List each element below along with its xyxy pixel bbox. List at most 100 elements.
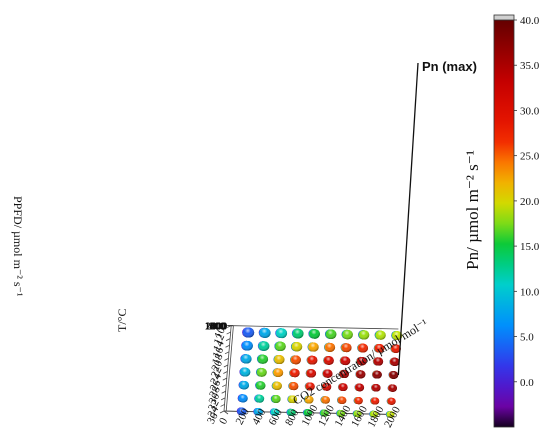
- y-tick-mark: [221, 390, 226, 394]
- data-point-shade: [306, 396, 314, 404]
- data-point-shade: [258, 368, 267, 377]
- y-tick-mark: [220, 397, 226, 401]
- y-tick-mark: [223, 371, 228, 374]
- z-tick-label: 800: [210, 321, 227, 333]
- z-tick-label: 100: [209, 321, 226, 333]
- y-tick-mark: [223, 364, 229, 368]
- colorbar-tick-label: 15.0: [520, 241, 540, 253]
- data-point-shade: [275, 355, 285, 365]
- colorbar-gradient: [493, 19, 515, 428]
- data-point-shade: [293, 342, 303, 352]
- data-point-shade: [341, 370, 349, 378]
- z-tick-label: 400: [209, 321, 226, 333]
- data-point-shade: [373, 384, 381, 392]
- data-point-shade: [343, 330, 353, 340]
- data-point-shade: [307, 369, 317, 378]
- data-point-shade: [393, 331, 403, 340]
- z-tick-label: 1600: [205, 321, 228, 333]
- colorbar-over-range: [493, 14, 515, 21]
- data-point-shade: [257, 381, 266, 390]
- x-tick-label: 2000: [382, 404, 403, 429]
- x-tick-label: 200: [234, 406, 253, 427]
- data-point-shade: [273, 381, 282, 390]
- data-point-shade: [308, 355, 318, 365]
- box-edge: [233, 325, 399, 330]
- z-tick-label: 2000: [205, 321, 228, 333]
- y-tick-mark: [220, 404, 225, 407]
- points-layer: [236, 327, 403, 418]
- data-point-shade: [276, 341, 286, 352]
- colorbar-tick-label: 40.0: [520, 15, 540, 27]
- y-tick-mark: [225, 338, 231, 342]
- x-tick-label: 400: [250, 406, 269, 427]
- data-point-shade: [388, 397, 396, 405]
- data-point-shade: [391, 357, 400, 366]
- data-point-shade: [309, 342, 319, 352]
- data-point-shade: [390, 371, 399, 379]
- data-point-shade: [325, 356, 334, 365]
- z-tick-label: 600: [210, 321, 227, 333]
- data-point-shade: [288, 408, 296, 417]
- data-point-shade: [244, 327, 255, 338]
- data-point-shade: [238, 407, 247, 416]
- data-point-shade: [322, 396, 330, 404]
- box-edge: [225, 325, 234, 412]
- data-point-shade: [305, 409, 313, 417]
- data-point-shade: [358, 357, 367, 366]
- data-point-shade: [290, 382, 299, 391]
- data-point-shade: [376, 330, 386, 340]
- data-point-shade: [326, 342, 336, 352]
- y-tick-mark: [222, 377, 227, 381]
- data-point-shade: [374, 370, 382, 379]
- data-point-shade: [321, 409, 329, 417]
- y-tick-mark: [222, 384, 227, 388]
- data-point-shade: [389, 384, 397, 392]
- data-point-shade: [239, 394, 248, 403]
- data-point-shade: [259, 354, 269, 364]
- colorbar-tick-label: 35.0: [520, 60, 540, 72]
- data-point-shade: [388, 411, 395, 418]
- data-point-shade: [256, 394, 265, 403]
- colorbar-title: Pn/ µmol m⁻² s⁻¹: [463, 150, 482, 270]
- y-tick-label: 12: [212, 332, 228, 347]
- data-point-shade: [260, 341, 270, 351]
- data-point-shade: [272, 395, 281, 403]
- data-point-shade: [240, 381, 250, 390]
- data-point-shade: [355, 397, 363, 405]
- data-point-shade: [289, 395, 298, 404]
- y-tick-mark: [224, 351, 230, 355]
- data-point-shade: [274, 368, 284, 377]
- data-point-shade: [327, 329, 337, 339]
- data-point-shade: [372, 397, 380, 405]
- colorbar-tick-label: 0.0: [520, 377, 534, 389]
- data-point-shade: [292, 355, 301, 365]
- data-point-shade: [354, 410, 362, 418]
- data-point-shade: [340, 383, 348, 391]
- y-tick-label: 32: [206, 398, 222, 413]
- y-tick-mark: [226, 331, 231, 335]
- data-point-shade: [341, 356, 351, 366]
- annotation-leader-line: [397, 62, 419, 376]
- y-tick-mark: [225, 344, 230, 348]
- data-point-shade: [375, 357, 384, 366]
- data-point-shade: [272, 408, 280, 416]
- data-point-shade: [323, 383, 332, 391]
- data-point-shade: [291, 368, 300, 378]
- colorbar-tick-label: 5.0: [520, 332, 534, 344]
- data-point-shade: [342, 343, 352, 353]
- y-tick-label: 22: [209, 365, 225, 380]
- colorbar-tick-label: 25.0: [520, 151, 540, 163]
- y-tick-mark: [219, 410, 225, 414]
- data-point-shade: [392, 344, 401, 353]
- data-point-shade: [260, 328, 271, 338]
- data-point-shade: [339, 396, 347, 404]
- data-point-shade: [307, 382, 315, 391]
- y-tick-mark: [224, 358, 229, 361]
- data-point-shade: [242, 354, 252, 364]
- z-tick-label: 1200: [205, 321, 228, 333]
- x-tick-label: 800: [283, 407, 302, 428]
- colorbar-tick-label: 20.0: [520, 196, 540, 208]
- box-edge: [223, 325, 232, 412]
- y-axis-title: T/°C: [115, 309, 129, 332]
